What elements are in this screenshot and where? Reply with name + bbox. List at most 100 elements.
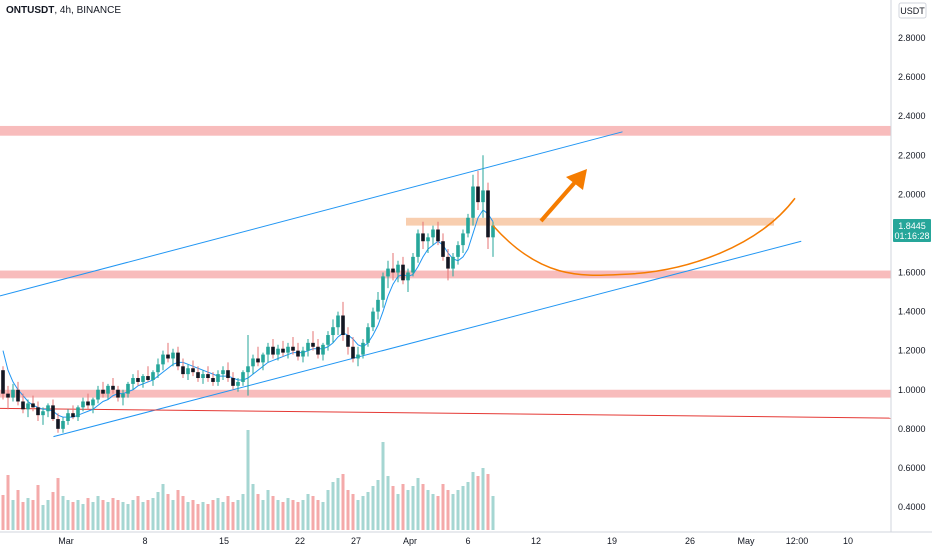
time-tick-label: 27: [351, 536, 361, 546]
volume-bar: [371, 486, 375, 530]
candle-body: [356, 354, 360, 359]
volume-bar: [421, 484, 425, 530]
candle-body: [196, 372, 200, 379]
volume-bar: [36, 485, 40, 530]
candles-layer: [1, 155, 495, 433]
candle-body: [156, 364, 160, 373]
time-axis[interactable]: Mar 8 15 22 27 Apr 6 12 19 26 May 12:00 10: [58, 536, 853, 546]
volume-bar: [356, 500, 360, 530]
volume-bar: [451, 494, 455, 530]
candle-body: [1, 370, 5, 394]
bullish-arrow-head: [566, 169, 587, 190]
volume-bar: [436, 496, 440, 530]
candle-body: [21, 401, 25, 410]
bullish-arrow-shaft: [539, 178, 579, 223]
price-tick-label: 2.4000: [898, 111, 926, 121]
volume-bar: [306, 494, 310, 530]
volume-bar: [11, 500, 15, 530]
candle-body: [416, 233, 420, 257]
volume-bar: [331, 482, 335, 530]
candle-body: [411, 256, 415, 273]
volume-bar: [196, 504, 200, 530]
candle-body: [16, 389, 20, 402]
candle-body: [396, 264, 400, 273]
price-axis[interactable]: 2.80002.60002.40002.20002.00001.80001.60…: [898, 33, 926, 512]
candle-body: [231, 378, 235, 386]
volume-bar: [416, 478, 420, 530]
volume-bar: [1, 495, 5, 530]
volume-bar: [131, 500, 135, 530]
candle-body: [326, 335, 330, 345]
candle-body: [211, 378, 215, 382]
candle-body: [486, 190, 490, 238]
volume-bar: [81, 504, 85, 530]
time-tick-label: Mar: [58, 536, 74, 546]
candle-body: [331, 327, 335, 336]
symbol-label: ONTUSDT, 4h, BINANCE: [6, 5, 122, 16]
time-tick-label: 8: [142, 536, 147, 546]
volume-bar: [301, 500, 305, 530]
candle-body: [221, 370, 225, 375]
volume-bar: [476, 476, 480, 530]
volume-layer: [1, 430, 495, 530]
candle-body: [181, 366, 185, 375]
last-price-value: 1.8445: [898, 221, 926, 231]
volume-bar: [76, 500, 80, 530]
candle-body: [401, 264, 405, 281]
interval-label: 4h: [59, 5, 72, 16]
time-tick-label: May: [737, 536, 755, 546]
candle-body: [266, 346, 270, 355]
volume-bar: [261, 500, 265, 530]
candle-body: [361, 342, 365, 355]
volume-bar: [431, 494, 435, 530]
volume-bar: [396, 494, 400, 530]
volume-bar: [86, 498, 90, 530]
volume-bar: [116, 500, 120, 530]
volume-bar: [426, 490, 430, 530]
volume-bar: [406, 490, 410, 530]
volume-bar: [166, 494, 170, 530]
candle-body: [281, 348, 285, 353]
volume-bar: [51, 492, 55, 530]
candle-body: [246, 366, 250, 373]
candle-body: [336, 315, 340, 328]
candle-body: [466, 217, 470, 234]
annotation-layer: [492, 169, 796, 276]
volume-bar: [491, 496, 495, 530]
volume-bar: [101, 500, 105, 530]
price-tick-label: 0.4000: [898, 502, 926, 512]
volume-bar: [281, 502, 285, 530]
support-resistance-zone: [0, 270, 891, 279]
candle-body: [101, 389, 105, 394]
candle-body: [161, 354, 165, 365]
volume-bar: [226, 496, 230, 530]
time-tick-label: 12: [531, 536, 541, 546]
volume-bar: [376, 480, 380, 530]
candle-body: [366, 327, 370, 343]
volume-bar: [316, 500, 320, 530]
volume-bar: [276, 500, 280, 530]
candle-body: [436, 229, 440, 242]
volume-bar: [471, 472, 475, 530]
candle-body: [341, 315, 345, 336]
candle-body: [131, 378, 135, 384]
candle-body: [121, 393, 125, 398]
candle-body: [66, 413, 70, 422]
volume-bar: [151, 498, 155, 530]
candle-body: [256, 358, 260, 363]
highlight-zone: [406, 217, 774, 226]
candle-body: [86, 401, 90, 406]
candle-body: [261, 354, 265, 363]
candle-body: [426, 237, 430, 242]
candle-body: [481, 190, 485, 203]
last-price-countdown: 01:16:28: [894, 231, 929, 241]
candle-body: [251, 358, 255, 367]
volume-bar: [286, 498, 290, 530]
projection-curve: [492, 197, 796, 276]
currency-badge[interactable]: USDT: [898, 2, 927, 19]
volume-bar: [441, 484, 445, 530]
candle-body: [386, 268, 390, 277]
candle-body: [471, 186, 475, 218]
